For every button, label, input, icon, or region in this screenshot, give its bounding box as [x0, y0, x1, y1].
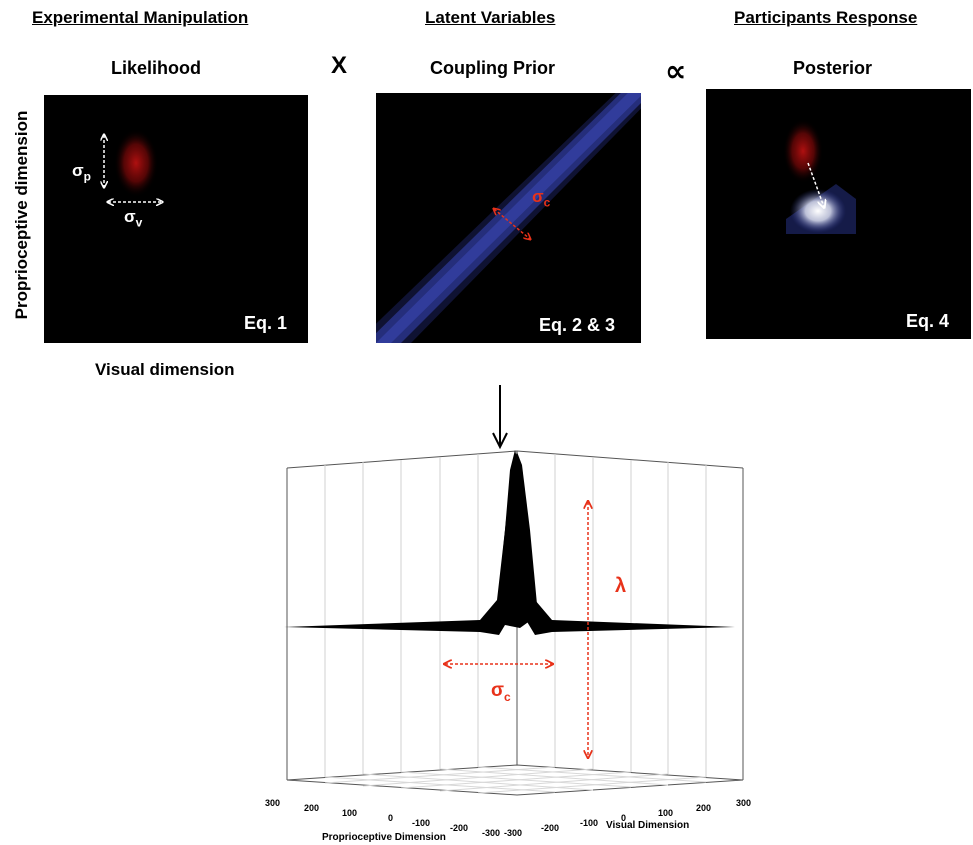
- sigma-p-label: σp: [72, 161, 91, 184]
- visual-tick: -300: [504, 828, 522, 838]
- coupling-prior-graphic: [376, 93, 641, 343]
- proprio-tick: 200: [304, 803, 319, 813]
- visual-tick: -100: [580, 818, 598, 828]
- times-operator: X: [331, 52, 348, 79]
- posterior-panel: Eq. 4: [706, 89, 971, 339]
- y-axis-label: Proprioceptive dimension: [12, 110, 31, 320]
- sigma-c-3d-label: σc: [491, 680, 511, 704]
- proprio-tick: -200: [450, 823, 468, 833]
- visual-tick: 0: [621, 813, 626, 823]
- likelihood-graphic: [44, 129, 308, 343]
- visual-ticks: -300 -200 -100 0 100 200 300: [504, 798, 751, 838]
- visual-axis-label: Visual Dimension: [606, 820, 689, 831]
- equation-4: Eq. 4: [906, 311, 950, 331]
- x-axis-label: Visual dimension: [95, 360, 235, 379]
- sigma-c-arrow: [494, 209, 530, 239]
- equation-2-3: Eq. 2 & 3: [539, 315, 616, 335]
- visual-tick: 300: [736, 798, 751, 808]
- proprio-ticks: 300 200 100 0 -100 -200 -300: [265, 798, 500, 838]
- ridge-surface: [284, 450, 735, 635]
- title-posterior: Posterior: [793, 58, 873, 78]
- header-participants-response: Participants Response: [734, 8, 918, 27]
- sigma-c-label: σc: [532, 187, 551, 210]
- proprio-tick: 100: [342, 808, 357, 818]
- posterior-graphic: [783, 119, 856, 234]
- proprio-tick: -300: [482, 828, 500, 838]
- visual-tick: 100: [658, 808, 673, 818]
- proprio-tick: 300: [265, 798, 280, 808]
- down-arrow: [492, 385, 508, 450]
- proprio-tick: 0: [388, 813, 393, 823]
- header-latent-variables: Latent Variables: [425, 8, 556, 27]
- posterior-blob: [790, 189, 846, 233]
- proprio-axis-label: Proprioceptive Dimension: [322, 832, 446, 843]
- title-likelihood: Likelihood: [111, 58, 201, 78]
- sigma-v-label: σv: [124, 207, 143, 230]
- visual-tick: -200: [541, 823, 559, 833]
- posterior-shift-arrow: [807, 162, 824, 207]
- lambda-label: λ: [615, 575, 626, 597]
- coupling-prior-3d-plot: λ σc 300 200 100 0 -100 -200 -300 -300 -…: [265, 450, 751, 843]
- floor-grid: [286, 764, 744, 796]
- likelihood-blob: [114, 129, 158, 197]
- visual-tick: 200: [696, 803, 711, 813]
- grid-lines: [324, 454, 707, 777]
- equation-1: Eq. 1: [244, 313, 288, 333]
- coupling-prior-panel: σc Eq. 2 & 3: [376, 93, 641, 343]
- posterior-likelihood-blob: [783, 119, 823, 183]
- header-experimental-manipulation: Experimental Manipulation: [32, 8, 249, 27]
- proportional-operator: ∝: [665, 55, 687, 88]
- proprio-tick: -100: [412, 818, 430, 828]
- title-coupling-prior: Coupling Prior: [430, 58, 555, 78]
- likelihood-panel: σp σv Eq. 1: [44, 95, 308, 343]
